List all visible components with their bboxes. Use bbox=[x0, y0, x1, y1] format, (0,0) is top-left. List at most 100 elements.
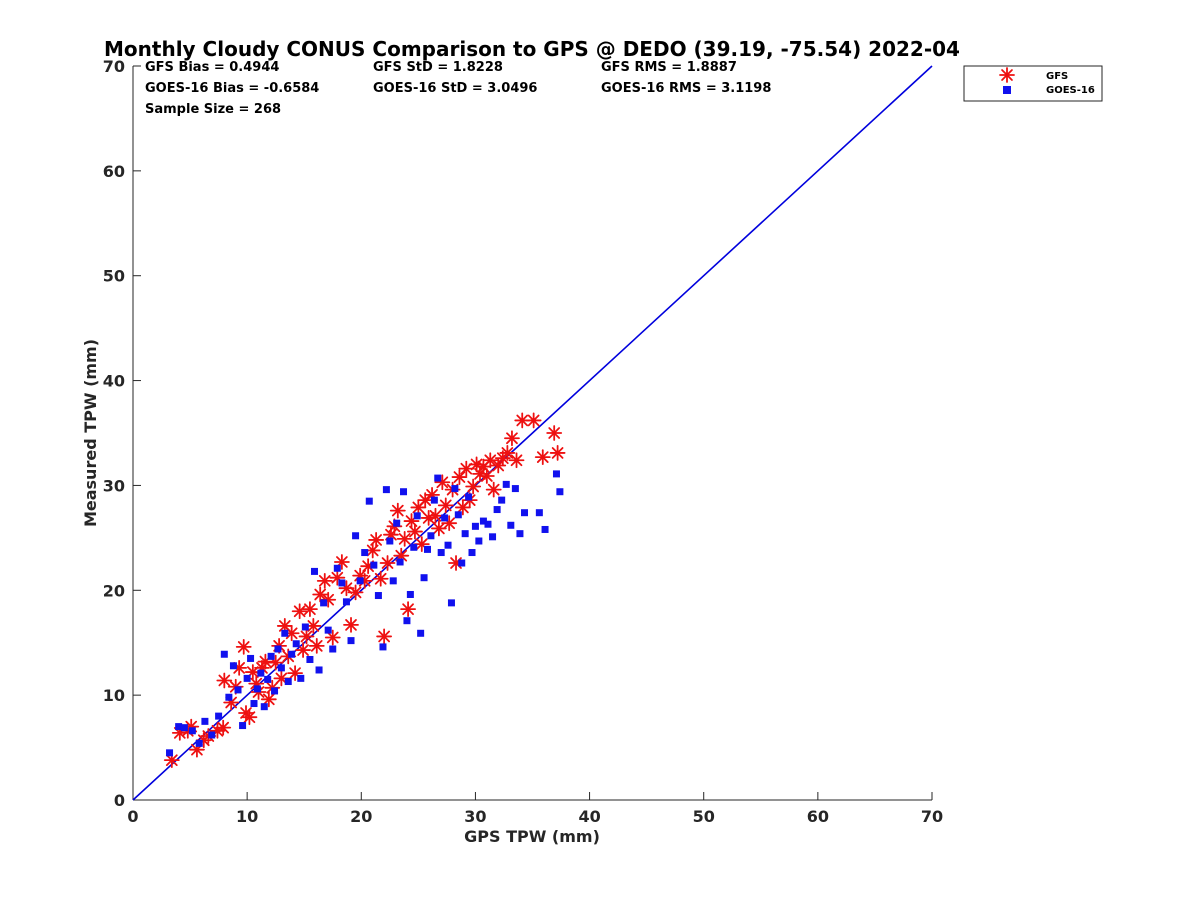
gfs-point bbox=[525, 412, 542, 429]
goes16-point bbox=[413, 512, 421, 520]
gfs-point bbox=[216, 672, 233, 689]
goes16-point bbox=[215, 712, 223, 720]
goes16-point bbox=[260, 703, 268, 711]
gfs-point bbox=[273, 670, 290, 687]
gfs-point bbox=[308, 637, 325, 654]
stat-gfs-rms: GFS RMS = 1.8887 bbox=[601, 60, 737, 75]
legend-gfs-label: GFS bbox=[1046, 71, 1068, 82]
goes16-point bbox=[535, 509, 543, 517]
goes16-point bbox=[379, 643, 387, 651]
goes16-point bbox=[306, 655, 314, 663]
one-to-one-line bbox=[132, 65, 933, 801]
goes16-point bbox=[320, 599, 328, 607]
plot-axes: 0 10 20 30 40 50 60 70 0 10 20 30 40 50 60 70 bbox=[103, 57, 943, 826]
gfs-point bbox=[420, 510, 437, 526]
goes16-point bbox=[264, 675, 272, 683]
goes16-point bbox=[465, 493, 473, 501]
goes16-point bbox=[324, 626, 332, 634]
stat-sample-size: Sample Size = 268 bbox=[145, 102, 281, 117]
goes16-point bbox=[410, 543, 418, 551]
goes16-point bbox=[195, 739, 203, 747]
y-ticks: 0 10 20 30 40 50 60 70 bbox=[103, 57, 141, 810]
goes16-point bbox=[434, 474, 442, 482]
goes16-point bbox=[225, 693, 233, 701]
gfs-point bbox=[485, 481, 502, 498]
gfs-point bbox=[504, 430, 520, 447]
gfs-point bbox=[257, 653, 274, 670]
x-axis-label: GPS TPW (mm) bbox=[464, 827, 600, 846]
goes16-point bbox=[333, 564, 341, 572]
goes16-point bbox=[444, 541, 452, 549]
goes16-point bbox=[430, 496, 438, 504]
goes16-point bbox=[288, 650, 296, 658]
gfs-point bbox=[437, 497, 454, 514]
gfs-point bbox=[499, 445, 516, 461]
gfs-point bbox=[376, 628, 393, 645]
goes16-point bbox=[511, 485, 519, 493]
goes16-point bbox=[447, 599, 455, 607]
y-tick-label: 40 bbox=[103, 372, 125, 391]
goes16-point bbox=[493, 506, 501, 514]
y-tick-label: 10 bbox=[103, 686, 125, 705]
goes16-point bbox=[166, 749, 174, 757]
goes16-point bbox=[400, 488, 408, 496]
x-tick-label: 60 bbox=[807, 807, 829, 826]
goes16-point bbox=[370, 561, 378, 569]
stat-gfs-std: GFS StD = 1.8228 bbox=[373, 60, 503, 75]
gfs-point bbox=[260, 691, 277, 708]
goes16-point bbox=[516, 530, 524, 538]
gfs-point bbox=[389, 502, 406, 519]
x-tick-label: 20 bbox=[350, 807, 372, 826]
goes16-point bbox=[175, 723, 183, 731]
goes16-point bbox=[498, 496, 506, 504]
goes16-point bbox=[208, 731, 216, 739]
goes16-point bbox=[484, 520, 492, 528]
y-tick-label: 60 bbox=[103, 162, 125, 181]
goes16-point bbox=[441, 514, 449, 522]
gfs-point bbox=[267, 654, 284, 671]
gfs-point bbox=[451, 469, 468, 485]
gfs-point bbox=[163, 752, 180, 769]
goes16-point bbox=[352, 532, 360, 540]
x-tick-label: 10 bbox=[236, 807, 258, 826]
gfs-point bbox=[316, 572, 333, 589]
goes16-point bbox=[556, 488, 564, 496]
x-tick-label: 50 bbox=[693, 807, 715, 826]
goes16-point bbox=[329, 645, 337, 653]
goes16-point bbox=[188, 727, 196, 735]
y-axis-label: Measured TPW (mm) bbox=[81, 339, 100, 527]
goes16-point bbox=[310, 567, 318, 575]
goes16-point bbox=[454, 511, 462, 519]
goes16-point bbox=[347, 637, 355, 645]
goes16-point bbox=[253, 685, 261, 693]
gfs-point bbox=[400, 601, 416, 618]
x-tick-label: 0 bbox=[127, 807, 138, 826]
y-tick-label: 70 bbox=[103, 57, 125, 76]
stat-gfs-bias: GFS Bias = 0.4944 bbox=[145, 60, 279, 75]
gfs-point bbox=[549, 445, 566, 461]
gfs-point bbox=[508, 452, 525, 469]
x-tick-label: 70 bbox=[921, 807, 943, 826]
goes16-point bbox=[382, 486, 390, 494]
goes16-point bbox=[423, 545, 431, 553]
gfs-point bbox=[427, 507, 444, 524]
goes16-point bbox=[297, 674, 305, 682]
gfs-point bbox=[407, 523, 423, 540]
gfs-point bbox=[347, 584, 364, 601]
goes16-point bbox=[471, 522, 479, 530]
goes16-point bbox=[403, 617, 411, 625]
goes16-point bbox=[365, 497, 373, 505]
goes16-point bbox=[479, 517, 487, 525]
y-tick-label: 20 bbox=[103, 581, 125, 600]
series-goes16 bbox=[166, 470, 564, 757]
goes16-point bbox=[239, 722, 247, 730]
stat-goes-std: GOES-16 StD = 3.0496 bbox=[373, 81, 537, 96]
goes16-point bbox=[281, 629, 289, 637]
gfs-point bbox=[291, 603, 308, 620]
gfs-point bbox=[546, 425, 563, 441]
goes16-point bbox=[292, 640, 300, 648]
goes16-point bbox=[361, 549, 369, 557]
goes16-point bbox=[274, 645, 282, 653]
goes16-point bbox=[267, 652, 275, 660]
